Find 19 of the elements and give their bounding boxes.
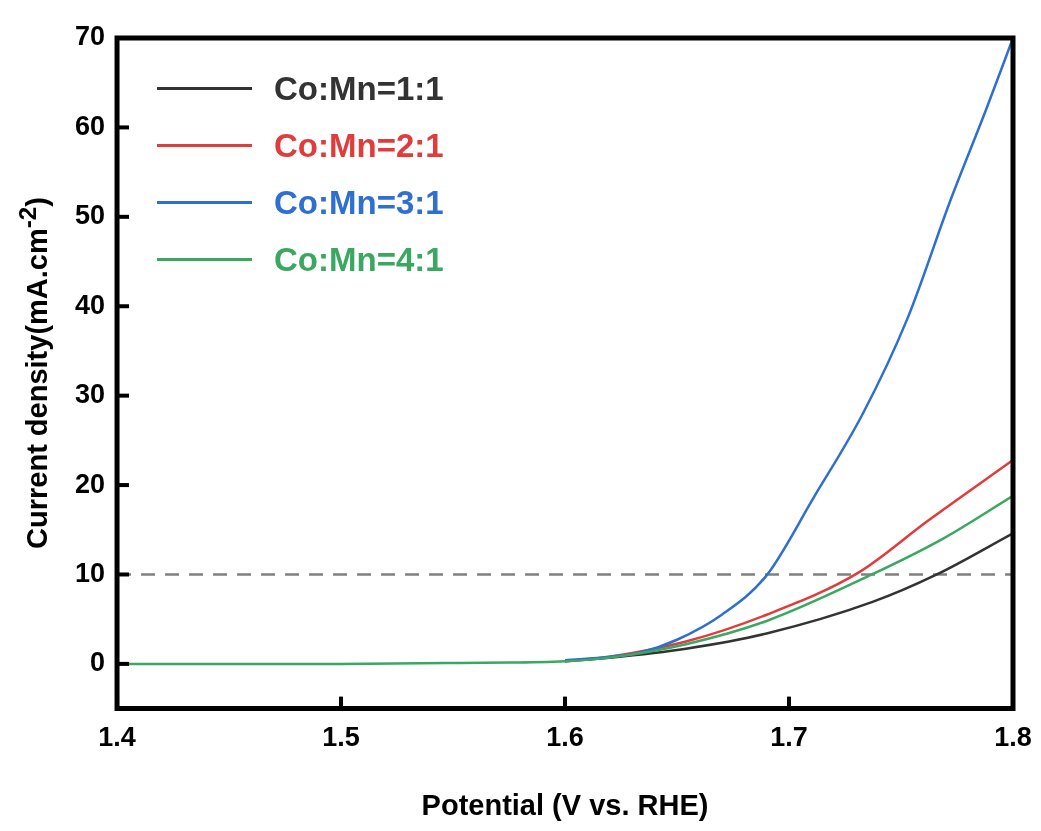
y-tick-label: 70 — [74, 21, 106, 52]
legend-label: Co:Mn=4:1 — [274, 240, 444, 279]
x-tick-label: 1.7 — [770, 722, 808, 753]
y-tick-label: 30 — [74, 379, 106, 410]
legend-label: Co:Mn=2:1 — [274, 126, 444, 165]
legend-label: Co:Mn=1:1 — [274, 69, 444, 108]
y-tick-label: 50 — [74, 200, 106, 231]
y-tick-label: 60 — [74, 110, 106, 141]
x-axis-title: Potential (V vs. RHE) — [420, 789, 710, 822]
x-tick-label: 1.6 — [546, 722, 584, 753]
y-tick-label: 40 — [74, 289, 106, 320]
y-tick-label: 20 — [74, 468, 106, 499]
line-series — [563, 38, 1013, 662]
legend-label: Co:Mn=3:1 — [274, 183, 444, 222]
x-tick-label: 1.5 — [322, 722, 360, 753]
y-tick-label: 10 — [74, 557, 106, 588]
y-tick-label: 0 — [90, 647, 106, 678]
x-tick-label: 1.4 — [98, 722, 136, 753]
x-tick-label: 1.8 — [994, 722, 1032, 753]
